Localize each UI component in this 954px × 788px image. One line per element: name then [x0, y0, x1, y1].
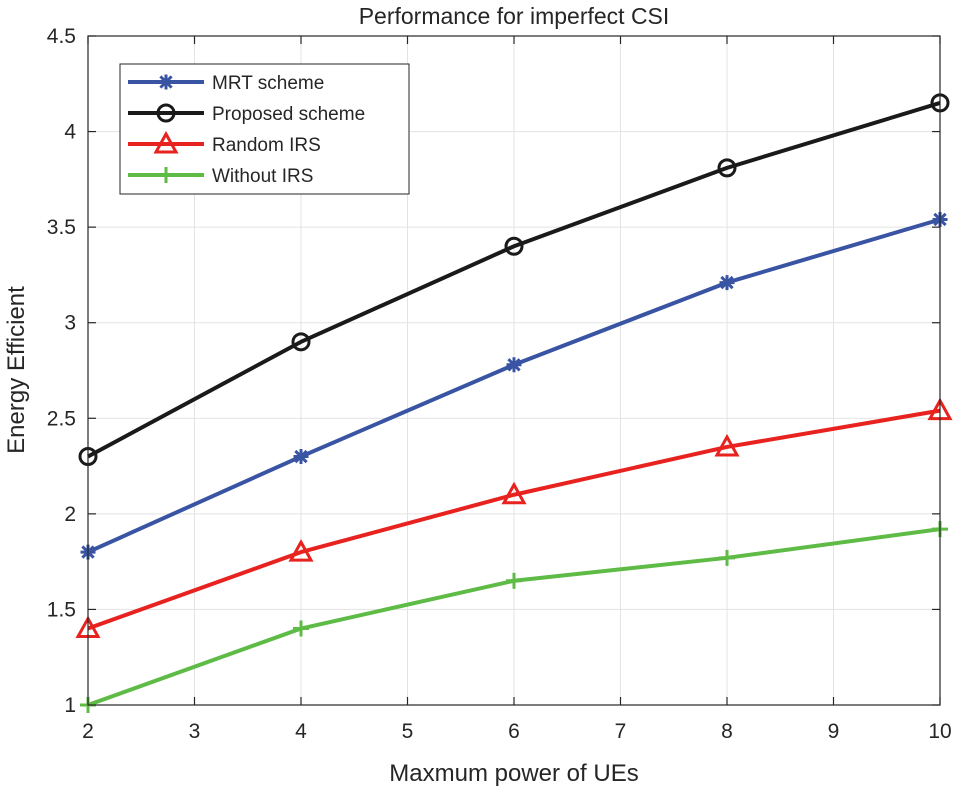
legend-marker-proposed-scheme	[156, 103, 176, 123]
data-point-mrt-scheme	[719, 275, 735, 291]
y-tick-label: 2	[64, 503, 76, 526]
x-tick-label: 5	[402, 720, 414, 743]
y-tick-label: 3	[64, 312, 76, 335]
x-tick-label: 6	[508, 720, 520, 743]
legend-entry-without-irs: Without IRS	[128, 166, 313, 187]
x-tick-label: 7	[615, 720, 627, 743]
data-point-random-irs	[714, 433, 740, 457]
series-line-random-irs	[87, 408, 941, 631]
x-tick-label: 2	[82, 720, 94, 743]
legend-label-without-irs: Without IRS	[212, 166, 313, 187]
chart-title: Performance for imperfect CSI	[359, 3, 670, 29]
legend-label-random-irs: Random IRS	[212, 135, 321, 156]
x-tick-label: 9	[828, 720, 840, 743]
legend: MRT scheme Proposed scheme Random IRS Witho…	[119, 63, 410, 195]
legend-marker-mrt-scheme	[158, 74, 174, 90]
data-point-proposed-scheme	[717, 158, 737, 178]
tick-labels: 2 3 4 5 6 7 8 9 10 1 1.5 2 2.5 3 3.5 4 4.5	[47, 25, 952, 743]
data-point-without-irs	[506, 572, 522, 589]
x-tick-label: 8	[721, 720, 733, 743]
x-tick-label: 10	[928, 720, 951, 743]
x-tick-label: 3	[189, 720, 201, 743]
series-proposed-scheme	[78, 93, 950, 467]
data-point-mrt-scheme	[293, 449, 309, 465]
legend-entry-random-irs: Random IRS	[128, 130, 321, 156]
y-tick-label: 1	[64, 694, 76, 717]
y-tick-label: 4	[64, 121, 76, 144]
legend-marker-random-irs	[153, 130, 179, 154]
y-tick-label: 3.5	[47, 216, 76, 239]
data-point-random-irs	[501, 481, 527, 505]
legend-label-mrt-scheme: MRT scheme	[212, 73, 324, 94]
data-point-without-irs	[293, 620, 309, 637]
data-point-proposed-scheme	[504, 236, 524, 256]
data-point-without-irs	[719, 549, 735, 566]
legend-label-proposed-scheme: Proposed scheme	[212, 104, 365, 125]
legend-entry-proposed-scheme: Proposed scheme	[128, 103, 365, 125]
y-tick-label: 1.5	[47, 598, 76, 621]
data-point-random-irs	[288, 538, 314, 562]
legend-entry-mrt-scheme: MRT scheme	[128, 73, 324, 94]
series-lines	[75, 93, 953, 713]
legend-marker-without-irs	[158, 167, 174, 183]
y-axis-label: Energy Efficient	[3, 286, 30, 454]
data-point-mrt-scheme	[506, 357, 522, 373]
x-tick-label: 4	[295, 720, 307, 743]
y-tick-label: 2.5	[47, 407, 76, 430]
y-tick-label: 4.5	[47, 25, 76, 48]
series-line-proposed-scheme	[87, 100, 941, 459]
data-point-proposed-scheme	[291, 332, 311, 352]
x-axis-label: Maxmum power of UEs	[389, 760, 638, 787]
plot-frame	[87, 35, 941, 706]
